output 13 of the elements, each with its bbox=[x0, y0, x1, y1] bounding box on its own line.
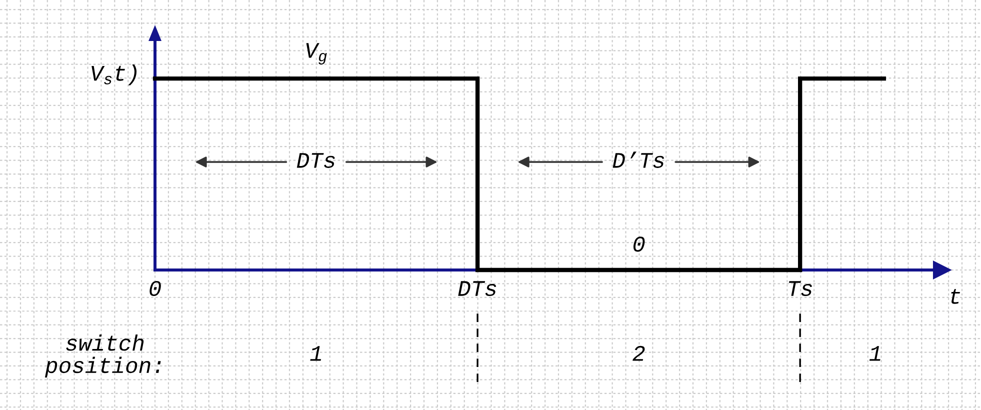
text: switch position: bbox=[44, 334, 161, 378]
x-tick-label: Ts bbox=[788, 281, 812, 296]
annotation: 0 bbox=[633, 236, 645, 252]
text: 1 bbox=[310, 346, 322, 361]
text: 2 bbox=[632, 346, 645, 361]
text: V$_{g}$ bbox=[306, 43, 327, 65]
y-axis-title: V$_{s}$t) bbox=[92, 64, 137, 86]
x-axis-title: t bbox=[951, 288, 960, 304]
annotation: D’Ts bbox=[612, 152, 664, 168]
x-tick-label: 0 bbox=[150, 280, 161, 296]
text: 1 bbox=[869, 346, 880, 361]
x-tick-label: DTs bbox=[458, 281, 496, 296]
annotation: DTs bbox=[296, 153, 335, 168]
